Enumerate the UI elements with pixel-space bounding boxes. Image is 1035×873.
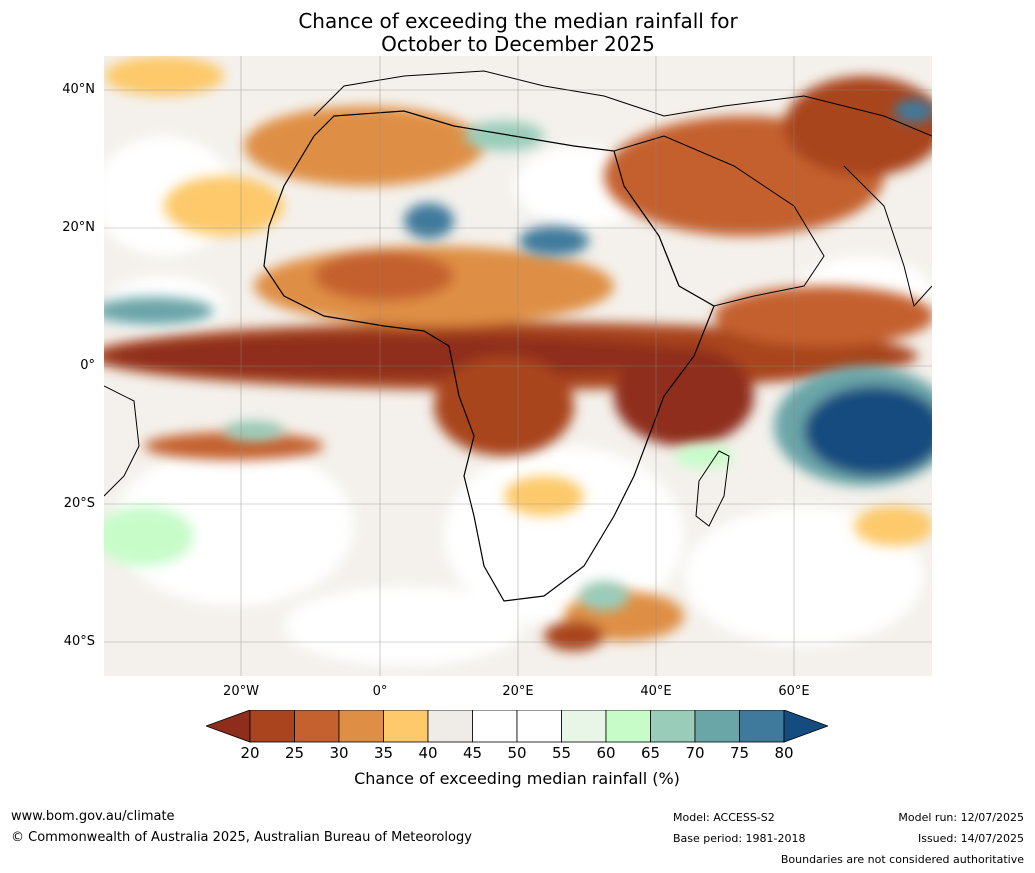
lon-label-20w: 20°W: [223, 684, 259, 699]
map-title: Chance of exceeding the median rainfall …: [104, 10, 932, 56]
lat-label-40n: 40°N: [62, 82, 95, 97]
map-canvas: [104, 56, 932, 676]
colorbar-tick-label: 50: [507, 744, 527, 762]
colorbar-tick-label: 45: [462, 744, 483, 762]
lat-label-20n: 20°N: [62, 220, 95, 235]
colorbar-cell: [516, 710, 562, 743]
footer-copyright: © Commonwealth of Australia 2025, Austra…: [11, 830, 472, 845]
colorbar: [206, 710, 828, 743]
lat-label-0: 0°: [80, 358, 95, 373]
colorbar-label: Chance of exceeding median rainfall (%): [354, 769, 680, 788]
footer-base-period: Base period: 1981-2018: [673, 832, 806, 845]
colorbar-cell: [338, 710, 384, 743]
colorbar-cell: [249, 710, 295, 743]
lon-label-20e: 20°E: [502, 684, 534, 699]
colorbar-tick-label: 75: [729, 744, 750, 762]
colorbar-tick-label: 65: [640, 744, 661, 762]
colorbar-tick-label: 20: [240, 744, 260, 762]
colorbar-extend-high: [783, 710, 828, 743]
colorbar-cell: [383, 710, 429, 743]
colorbar-tick-label: 70: [685, 744, 705, 762]
lon-label-40e: 40°E: [640, 684, 672, 699]
lon-label-0: 0°: [372, 684, 388, 699]
colorbar-tick-label: 35: [373, 744, 394, 762]
colorbar-tick-label: 30: [329, 744, 349, 762]
colorbar-extend-low: [206, 710, 251, 743]
title-line-1: Chance of exceeding the median rainfall …: [298, 9, 738, 33]
colorbar-cells: [206, 710, 828, 743]
colorbar-cell: [561, 710, 607, 743]
colorbar-cell: [605, 710, 651, 743]
colorbar-tick-label: 55: [551, 744, 572, 762]
colorbar-tick-label: 60: [596, 744, 616, 762]
colorbar-tick-label: 25: [284, 744, 305, 762]
colorbar-cell: [472, 710, 518, 743]
colorbar-cell: [650, 710, 696, 743]
lat-label-40s: 40°S: [63, 634, 95, 649]
lon-label-60e: 60°E: [778, 684, 810, 699]
footer-disclaimer: Boundaries are not considered authoritat…: [780, 853, 1024, 866]
colorbar-tick-label: 80: [774, 744, 794, 762]
footer-website: www.bom.gov.au/climate: [11, 809, 175, 824]
title-line-2: October to December 2025: [381, 32, 655, 56]
colorbar-cell: [739, 710, 785, 743]
colorbar-cell: [294, 710, 340, 743]
footer-model: Model: ACCESS-S2: [673, 811, 775, 824]
lat-label-20s: 20°S: [63, 496, 95, 511]
footer-model-run: Model run: 12/07/2025: [898, 811, 1024, 824]
colorbar-tick-label: 40: [418, 744, 438, 762]
colorbar-cell: [694, 710, 740, 743]
rainfall-outlook-map: [104, 56, 932, 676]
colorbar-cell: [427, 710, 473, 743]
footer-issued: Issued: 14/07/2025: [917, 832, 1024, 845]
